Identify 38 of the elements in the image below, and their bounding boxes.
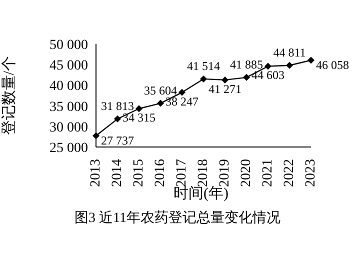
point: [308, 56, 314, 64]
x-tick-label: 2023: [304, 159, 318, 187]
data-label: 44 811: [273, 45, 306, 60]
x-tick-label: 2013: [88, 159, 104, 187]
x-tick-label: 2022: [282, 159, 297, 187]
point: [200, 75, 207, 82]
x-tick-label: 2019: [218, 159, 232, 187]
data-label: 31 813: [101, 98, 134, 113]
point: [286, 62, 293, 69]
point: [178, 88, 186, 96]
x-tick-label: 2014: [110, 159, 125, 187]
data-label: 46 058: [316, 58, 349, 72]
data-label: 41 271: [208, 82, 242, 96]
x-tick-label: 2016: [153, 159, 168, 187]
y-tick-label: 35 000: [50, 100, 88, 115]
x-tick-label: 2021: [260, 159, 276, 187]
point: [264, 62, 272, 70]
data-label: 34 315: [122, 110, 156, 125]
y-tick-label: 50 000: [50, 38, 88, 53]
x-tick-label: 2018: [196, 159, 211, 187]
y-tick-label: 25 000: [50, 140, 88, 156]
x-tick-label: 2017: [174, 159, 190, 187]
point: [222, 76, 228, 84]
data-label: 41 514: [187, 58, 220, 73]
y-tick-label: 30 000: [50, 120, 88, 136]
y-tick-label: 45 000: [50, 58, 88, 74]
y-tick-label: 40 000: [50, 79, 88, 94]
x-axis-title: 时间(年): [174, 186, 228, 202]
text: 图3 近11年农药登记总量变化情况: [74, 209, 282, 227]
y-axis-title: 登记数量/个: [0, 56, 18, 136]
point: [136, 105, 142, 112]
point: [92, 132, 100, 140]
point: [114, 115, 121, 122]
point: [157, 100, 164, 107]
x-tick-label: 2015: [132, 159, 146, 187]
point: [243, 74, 250, 81]
data-label: 27 737: [101, 134, 134, 148]
x-tick-label: 2020: [239, 159, 254, 187]
